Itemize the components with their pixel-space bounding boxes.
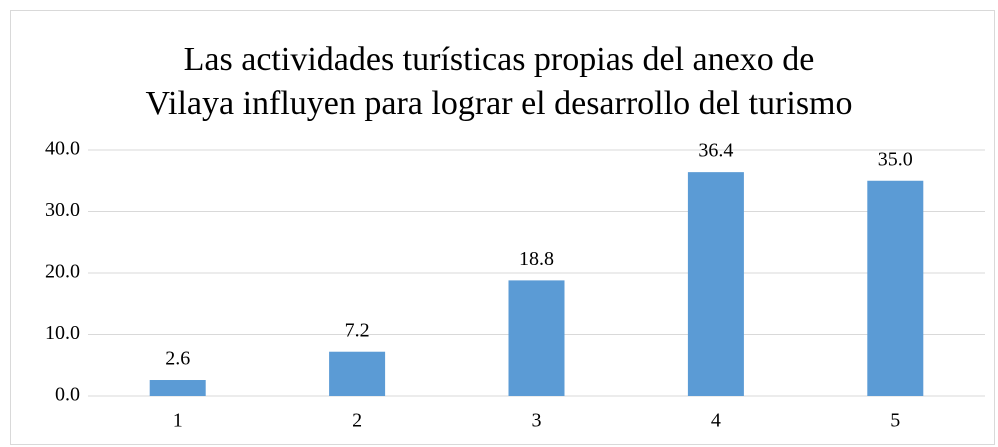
bar (149, 380, 206, 396)
y-tick-label: 20.0 (45, 261, 80, 283)
data-label: 18.8 (519, 248, 554, 270)
data-label: 35.0 (878, 148, 913, 170)
bar (687, 172, 744, 396)
chart-border (10, 10, 995, 445)
x-tick-label: 5 (890, 410, 900, 432)
x-tick-label: 2 (352, 410, 362, 432)
bar (329, 351, 386, 396)
data-label: 36.4 (698, 140, 733, 162)
y-tick-label: 10.0 (45, 322, 80, 344)
y-tick-label: 40.0 (45, 138, 80, 160)
y-tick-label: 30.0 (45, 199, 80, 221)
x-tick-label: 4 (711, 410, 721, 432)
chart-title: Vilaya influyen para lograr el desarroll… (146, 85, 853, 122)
bar (867, 180, 924, 396)
x-tick-label: 3 (532, 410, 542, 432)
bar (508, 280, 565, 396)
data-label: 7.2 (345, 319, 370, 341)
chart-title: Las actividades turísticas propias del a… (184, 41, 815, 78)
y-tick-label: 0.0 (55, 384, 80, 406)
data-label: 2.6 (165, 348, 190, 370)
x-tick-label: 1 (173, 410, 183, 432)
